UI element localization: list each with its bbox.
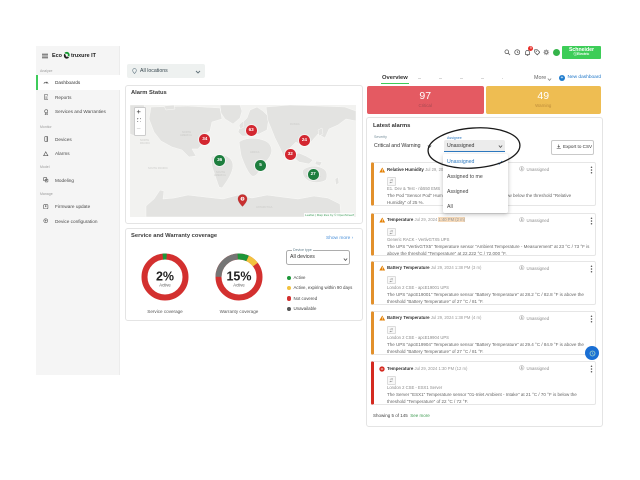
svg-text:15%: 15%: [226, 270, 251, 284]
svg-text:SOUTH PACIFIC: SOUTH PACIFIC: [148, 166, 168, 170]
svg-text:RUSSIA: RUSSIA: [290, 122, 300, 126]
svg-text:ANTARCTICA: ANTARCTICA: [256, 205, 273, 209]
svg-text:AMERICA: AMERICA: [180, 133, 192, 137]
svg-text:Active: Active: [233, 283, 245, 288]
svg-text:NORTH: NORTH: [182, 130, 191, 134]
svg-text:Active: Active: [159, 283, 171, 288]
svg-text:AMERICA: AMERICA: [214, 173, 226, 177]
svg-text:SOUTH: SOUTH: [216, 170, 225, 174]
svg-text:AFRICA: AFRICA: [250, 150, 260, 154]
svg-text:9: 9: [242, 197, 244, 201]
svg-text:2%: 2%: [156, 270, 174, 284]
